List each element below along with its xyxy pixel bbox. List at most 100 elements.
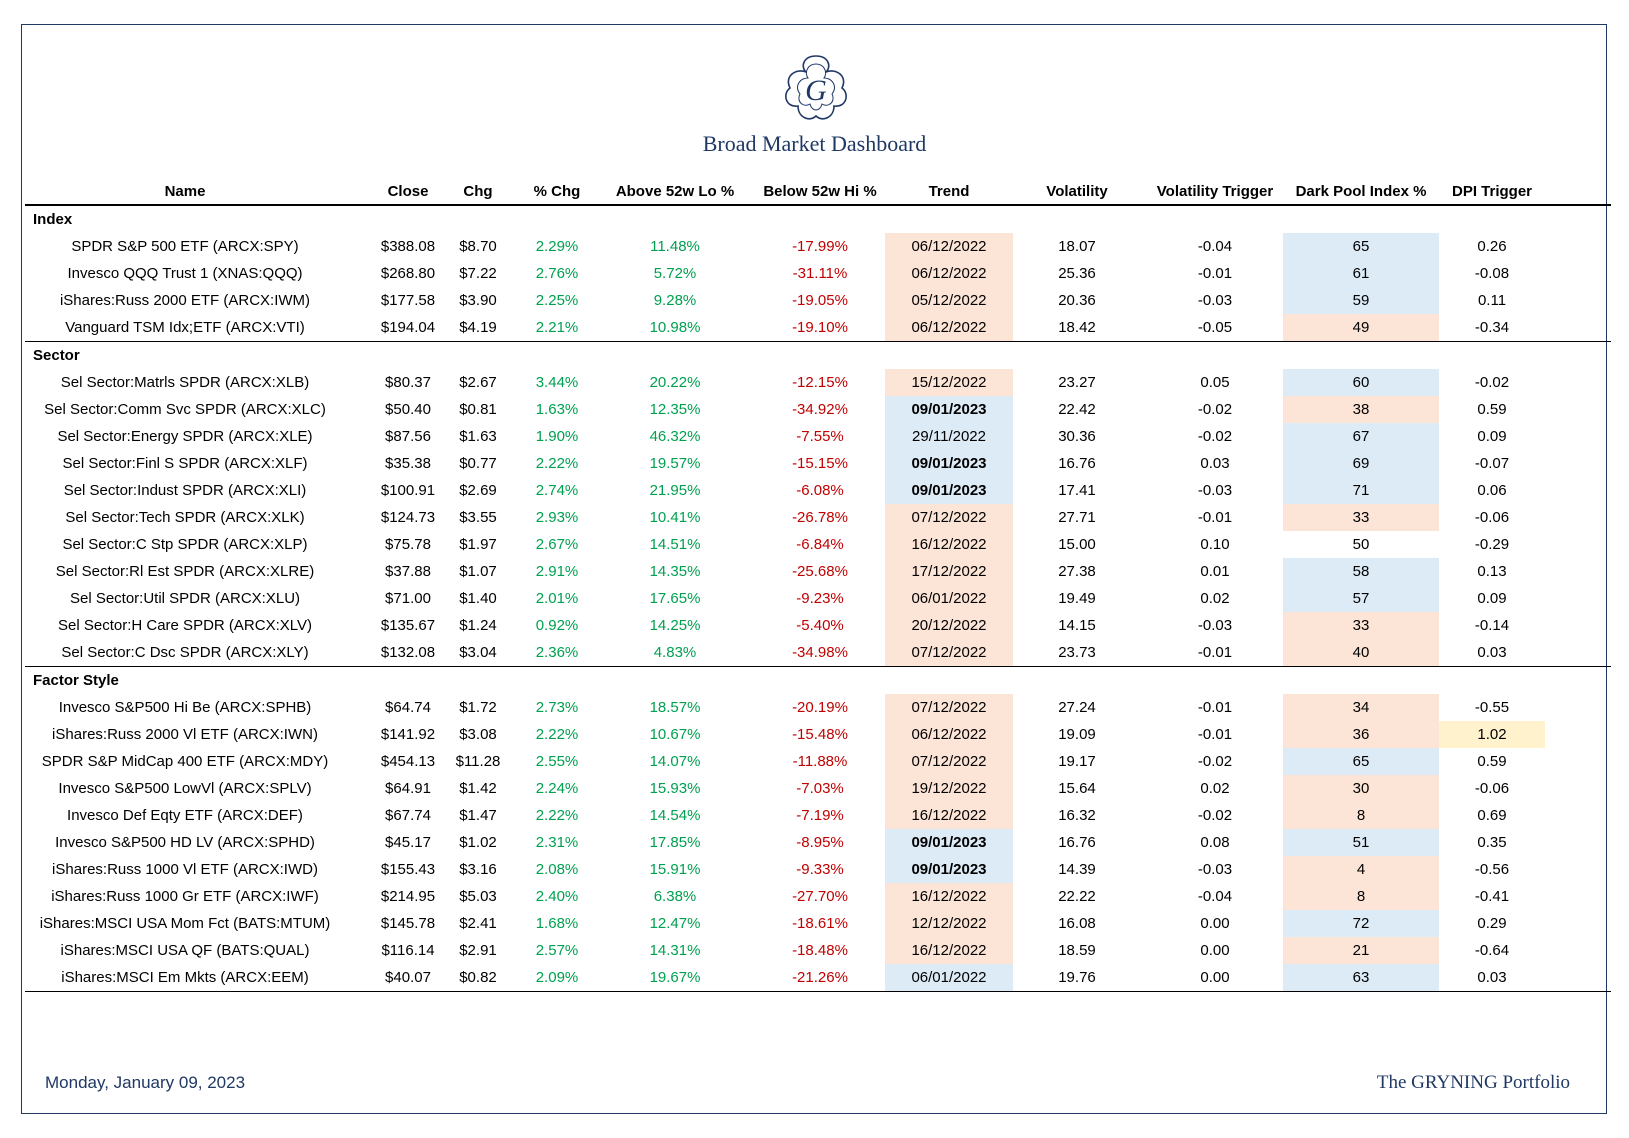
dark-pool-index-cell: 67 xyxy=(1352,428,1370,445)
volatility-cell: 23.27 xyxy=(1058,374,1096,391)
pct-chg-cell: 2.73% xyxy=(535,699,579,716)
cell-highlight xyxy=(885,314,1013,341)
volatility-cell: 22.42 xyxy=(1058,401,1096,418)
pct-chg-cell: 2.36% xyxy=(535,644,579,661)
brand-name: The GRYNING Portfolio xyxy=(1376,1072,1570,1093)
cell-highlight xyxy=(885,883,1013,910)
close-cell: $214.95 xyxy=(380,888,436,905)
cell-highlight xyxy=(1283,287,1439,314)
close-cell: $37.88 xyxy=(385,563,431,580)
dpi-trigger-cell: 0.59 xyxy=(1477,753,1507,770)
volatility-cell: 16.76 xyxy=(1058,834,1096,851)
cell-highlight xyxy=(1283,694,1439,721)
trend-cell: 17/12/2022 xyxy=(911,563,987,580)
close-cell: $64.91 xyxy=(385,780,431,797)
close-cell: $454.13 xyxy=(380,753,436,770)
trend-cell: 09/01/2023 xyxy=(911,861,987,878)
table-row: iShares:Russ 1000 Vl ETF (ARCX:IWD) $155.… xyxy=(25,856,1611,883)
volatility-trigger-cell: -0.03 xyxy=(1197,292,1233,309)
trend-cell: 06/12/2022 xyxy=(911,726,987,743)
pct-chg-cell: 2.24% xyxy=(535,780,579,797)
cell-highlight xyxy=(1283,748,1439,775)
below-52w-hi-cell: -7.19% xyxy=(796,807,844,824)
below-52w-hi-cell: -31.11% xyxy=(792,265,848,282)
table-row: iShares:MSCI USA QF (BATS:QUAL) $116.14 $2… xyxy=(25,937,1611,964)
below-52w-hi-cell: -15.48% xyxy=(792,726,848,743)
above-52w-lo-cell: 14.51% xyxy=(649,536,701,553)
pct-chg-cell: 2.40% xyxy=(535,888,579,905)
dpi-trigger-cell: -0.14 xyxy=(1474,617,1510,634)
cell-highlight xyxy=(1283,369,1439,396)
cell-highlight xyxy=(885,233,1013,260)
volatility-cell: 16.32 xyxy=(1058,807,1096,824)
trend-cell: 07/12/2022 xyxy=(911,699,987,716)
pct-chg-cell: 2.93% xyxy=(535,509,579,526)
pct-chg-cell: 2.22% xyxy=(535,807,579,824)
section-label: Factor Style xyxy=(33,672,119,689)
name-cell: Invesco S&P500 HD LV (ARCX:SPHD) xyxy=(55,834,315,851)
below-52w-hi-cell: -20.19% xyxy=(792,699,848,716)
below-52w-hi-cell: -34.98% xyxy=(792,644,848,661)
dark-pool-index-cell: 57 xyxy=(1352,590,1370,607)
trend-cell: 16/12/2022 xyxy=(911,536,987,553)
cell-highlight xyxy=(885,748,1013,775)
volatility-cell: 27.71 xyxy=(1058,509,1096,526)
below-52w-hi-cell: -18.61% xyxy=(792,915,848,932)
section-header: Index xyxy=(25,206,1611,233)
close-cell: $45.17 xyxy=(385,834,431,851)
pct-chg-cell: 2.22% xyxy=(535,455,579,472)
trend-cell: 20/12/2022 xyxy=(911,617,987,634)
volatility-trigger-cell: -0.01 xyxy=(1197,265,1233,282)
close-cell: $80.37 xyxy=(385,374,431,391)
table-row: Sel Sector:Rl Est SPDR (ARCX:XLRE) $37.88… xyxy=(25,558,1611,585)
above-52w-lo-cell: 6.38% xyxy=(653,888,697,905)
page-title: Broad Market Dashboard xyxy=(702,131,927,156)
above-52w-lo-cell: 17.85% xyxy=(649,834,701,851)
close-cell: $194.04 xyxy=(380,319,436,336)
chg-cell: $5.03 xyxy=(459,888,497,905)
dpi-trigger-cell: -0.07 xyxy=(1474,455,1510,472)
chg-cell: $11.28 xyxy=(455,753,501,770)
below-52w-hi-cell: -19.05% xyxy=(792,292,848,309)
close-cell: $100.91 xyxy=(380,482,436,499)
dark-pool-index-cell: 49 xyxy=(1352,319,1370,336)
chg-cell: $2.41 xyxy=(459,915,497,932)
cell-highlight xyxy=(1283,964,1439,991)
volatility-trigger-cell: 0.00 xyxy=(1200,969,1230,986)
dark-pool-index-cell: 30 xyxy=(1352,780,1370,797)
name-cell: Invesco S&P500 LowVl (ARCX:SPLV) xyxy=(58,780,312,797)
volatility-cell: 19.76 xyxy=(1058,969,1096,986)
volatility-cell: 18.07 xyxy=(1058,238,1096,255)
trend-cell: 16/12/2022 xyxy=(911,942,987,959)
dark-pool-index-cell: 21 xyxy=(1352,942,1370,959)
column-header: Name xyxy=(164,183,206,200)
trend-cell: 06/12/2022 xyxy=(911,265,987,282)
above-52w-lo-cell: 18.57% xyxy=(649,699,701,716)
column-header: Trend xyxy=(928,183,970,200)
dpi-trigger-cell: 0.09 xyxy=(1477,428,1507,445)
volatility-cell: 16.08 xyxy=(1058,915,1096,932)
dark-pool-index-cell: 65 xyxy=(1352,753,1370,770)
below-52w-hi-cell: -8.95% xyxy=(796,834,844,851)
dark-pool-index-cell: 8 xyxy=(1356,888,1366,905)
volatility-trigger-cell: -0.05 xyxy=(1197,319,1233,336)
volatility-trigger-cell: 0.03 xyxy=(1200,455,1230,472)
dark-pool-index-cell: 36 xyxy=(1352,726,1370,743)
pct-chg-cell: 0.92% xyxy=(535,617,579,634)
cell-highlight xyxy=(885,829,1013,856)
dpi-trigger-cell: -0.55 xyxy=(1474,699,1510,716)
cell-highlight xyxy=(1283,314,1439,341)
below-52w-hi-cell: -19.10% xyxy=(792,319,848,336)
pct-chg-cell: 2.31% xyxy=(535,834,579,851)
volatility-cell: 15.64 xyxy=(1058,780,1096,797)
pct-chg-cell: 2.25% xyxy=(535,292,579,309)
close-cell: $50.40 xyxy=(385,401,431,418)
dpi-trigger-cell: -0.64 xyxy=(1474,942,1510,959)
cell-highlight xyxy=(885,775,1013,802)
below-52w-hi-cell: -15.15% xyxy=(792,455,848,472)
chg-cell: $1.07 xyxy=(459,563,497,580)
chg-cell: $7.22 xyxy=(459,265,497,282)
cell-highlight xyxy=(885,612,1013,639)
table-row: Invesco S&P500 HD LV (ARCX:SPHD) $45.17 $1… xyxy=(25,829,1611,856)
volatility-trigger-cell: -0.01 xyxy=(1197,699,1233,716)
